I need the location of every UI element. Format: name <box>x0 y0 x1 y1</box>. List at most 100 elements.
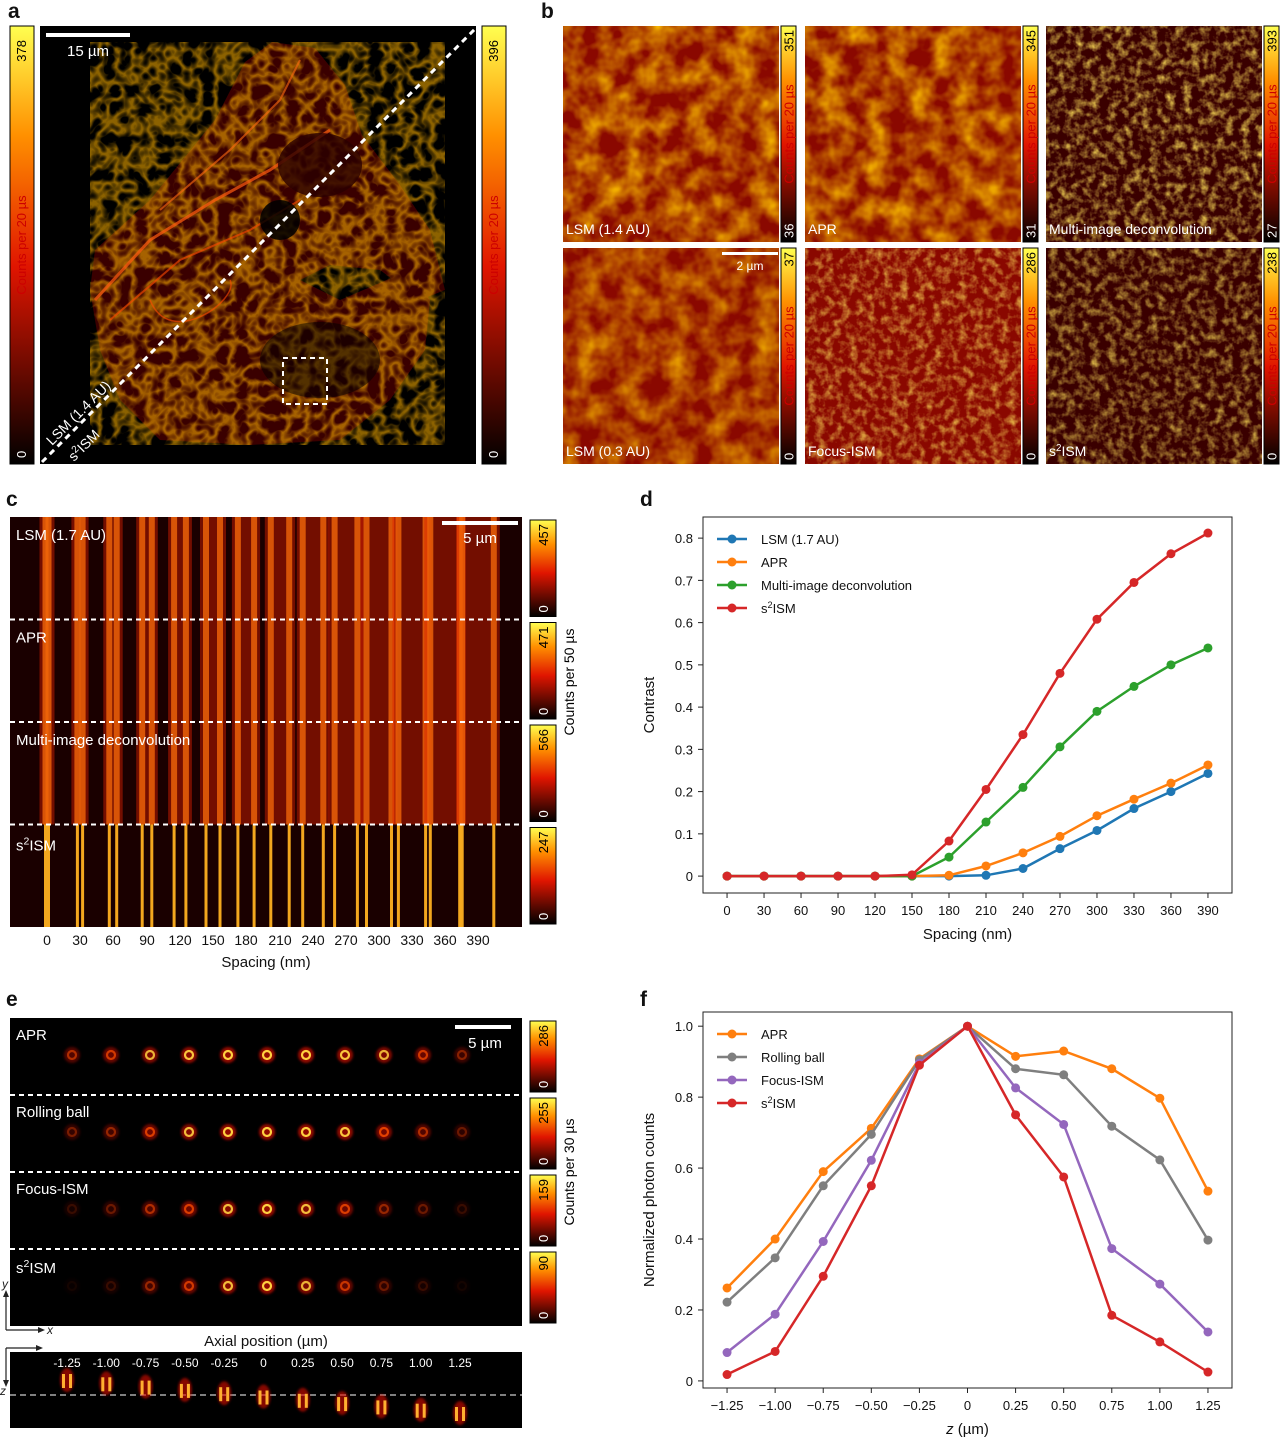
panel-c-xtick: 150 <box>201 932 225 948</box>
panel-letter-a: a <box>8 0 20 23</box>
series-line <box>726 1024 1210 1289</box>
legend-entry: Rolling ball <box>761 1050 825 1065</box>
psf-halo <box>64 1124 80 1140</box>
legend-entry: s2ISM <box>761 600 796 616</box>
panel-c-stripe <box>267 722 274 825</box>
panel-c-stripe-glow <box>71 619 89 722</box>
panel-c-xlabel: Spacing (nm) <box>221 954 310 971</box>
panel-c-stripe-glow <box>136 722 158 825</box>
data-point <box>1129 804 1139 814</box>
y-tick-label: 0.8 <box>675 531 693 546</box>
panel-c-stripe <box>388 619 395 722</box>
roi-box <box>282 357 328 405</box>
panel-c-stripe <box>269 824 273 927</box>
psf-halo <box>259 1278 275 1294</box>
psf-ring <box>105 1203 117 1215</box>
psf-ring <box>417 1049 429 1061</box>
panel-b-colorbar-min: 27 <box>1265 224 1280 238</box>
series <box>722 643 1213 881</box>
axial-tick-label: 1.00 <box>409 1356 433 1370</box>
series <box>722 760 1213 881</box>
x-tick-label: 120 <box>864 903 886 918</box>
psf-halo <box>142 1278 158 1294</box>
xz-psf-lobe <box>337 1397 341 1412</box>
panel-c-stripe-glow <box>360 517 398 620</box>
data-point <box>963 1021 972 1031</box>
psf-halo <box>298 1047 314 1063</box>
xz-psf-lobe <box>179 1383 183 1398</box>
data-point <box>944 870 954 880</box>
x-arrow-head-icon <box>38 1327 45 1333</box>
psf-halo <box>376 1201 392 1217</box>
data-point <box>944 836 954 846</box>
panel-c-stripe <box>148 722 155 825</box>
panel-e-axial-title: Axial position (µm) <box>204 1333 328 1350</box>
panel-c-stripe <box>422 722 429 825</box>
panel-c-stripe-glow <box>296 517 330 620</box>
legend-marker <box>727 1052 737 1062</box>
y-tick-label: 0.2 <box>675 1303 693 1318</box>
legend-marker <box>727 580 737 590</box>
panel-c-stripe-glow <box>200 619 226 722</box>
panel-c-colorbar-max: 457 <box>536 524 551 546</box>
data-point <box>1203 1327 1213 1337</box>
psf-ring <box>183 1049 195 1061</box>
panel-c-colorbar <box>529 724 557 822</box>
data-point <box>1055 668 1065 678</box>
xz-psf-lobe <box>304 1393 308 1408</box>
axial-tick-label: -1.00 <box>93 1356 121 1370</box>
panel-c-stripe <box>354 722 361 825</box>
x-tick-label: 210 <box>975 903 997 918</box>
psf-halo <box>337 1201 353 1217</box>
panel-c-row-label: LSM (1.7 AU) <box>16 527 106 544</box>
panel-c-stripe-glow <box>424 517 466 620</box>
panel-b-tile-label: APR <box>808 221 837 237</box>
panel-letter-e: e <box>6 988 18 1011</box>
panel-e: APR 286 0 Rolling ball 255 0 Focus-ISM 159 0 s2IS… <box>0 1018 577 1428</box>
data-point <box>1092 614 1102 624</box>
panel-c-stripe <box>422 517 429 620</box>
data-point <box>1203 528 1213 538</box>
panel-b-tile-texture <box>805 248 1021 464</box>
xz-psf-lobe <box>265 1390 269 1405</box>
panel-c-row-label: Multi-image deconvolution <box>16 732 190 749</box>
panel-c-stripe <box>45 517 52 620</box>
psf-halo <box>103 1047 119 1063</box>
psf-ring <box>222 1126 234 1138</box>
panel-c-stripe-glow <box>392 722 432 825</box>
psf-ring <box>339 1280 351 1292</box>
panel-c-stripe-glow <box>264 517 296 620</box>
panel-b-colorbar-title: Counts per 20 µs <box>1265 306 1280 406</box>
diagonal-divider <box>40 26 476 464</box>
psf-halo <box>142 1047 158 1063</box>
psf-ring <box>261 1203 273 1215</box>
x-tick-label: 1.25 <box>1195 1398 1220 1413</box>
panel-c-stripe-glow <box>264 722 296 825</box>
panel-letter-d: d <box>640 488 653 511</box>
psf-ring <box>300 1126 312 1138</box>
panel-c: LSM (1.7 AU) 457 0 APR 471 0 Multi-image decon… <box>10 517 577 971</box>
panel-b-colorbar <box>780 25 797 243</box>
xz-psf-lobe <box>462 1407 465 1421</box>
panel-e-colorbar-max: 159 <box>536 1179 551 1201</box>
panel-a-colorbar-right-max: 396 <box>486 40 501 62</box>
panel-c-stripe <box>218 824 222 927</box>
panel-b-tile-label: LSM (0.3 AU) <box>566 443 650 459</box>
psf-ring <box>183 1280 195 1292</box>
panel-c-stripe <box>81 824 85 927</box>
panel-c-stripe <box>287 824 291 927</box>
xz-psf-lobe <box>108 1377 112 1392</box>
panel-a-scalebar <box>46 33 130 37</box>
psf-ring <box>105 1126 117 1138</box>
panel-c-stripe <box>150 824 154 927</box>
z-arrow-head-icon <box>3 1380 9 1387</box>
panel-a-colorbar-right-min: 0 <box>486 451 501 458</box>
panel-c-row-label: s2ISM <box>16 836 56 855</box>
z-axis-letter: z <box>0 1384 6 1398</box>
panel-c-stripe <box>106 517 113 620</box>
psf-halo <box>64 1201 80 1217</box>
x-tick-label: 0 <box>964 1398 971 1413</box>
x-tick-label: 270 <box>1049 903 1071 918</box>
data-point <box>833 871 843 881</box>
data-point <box>722 871 732 881</box>
